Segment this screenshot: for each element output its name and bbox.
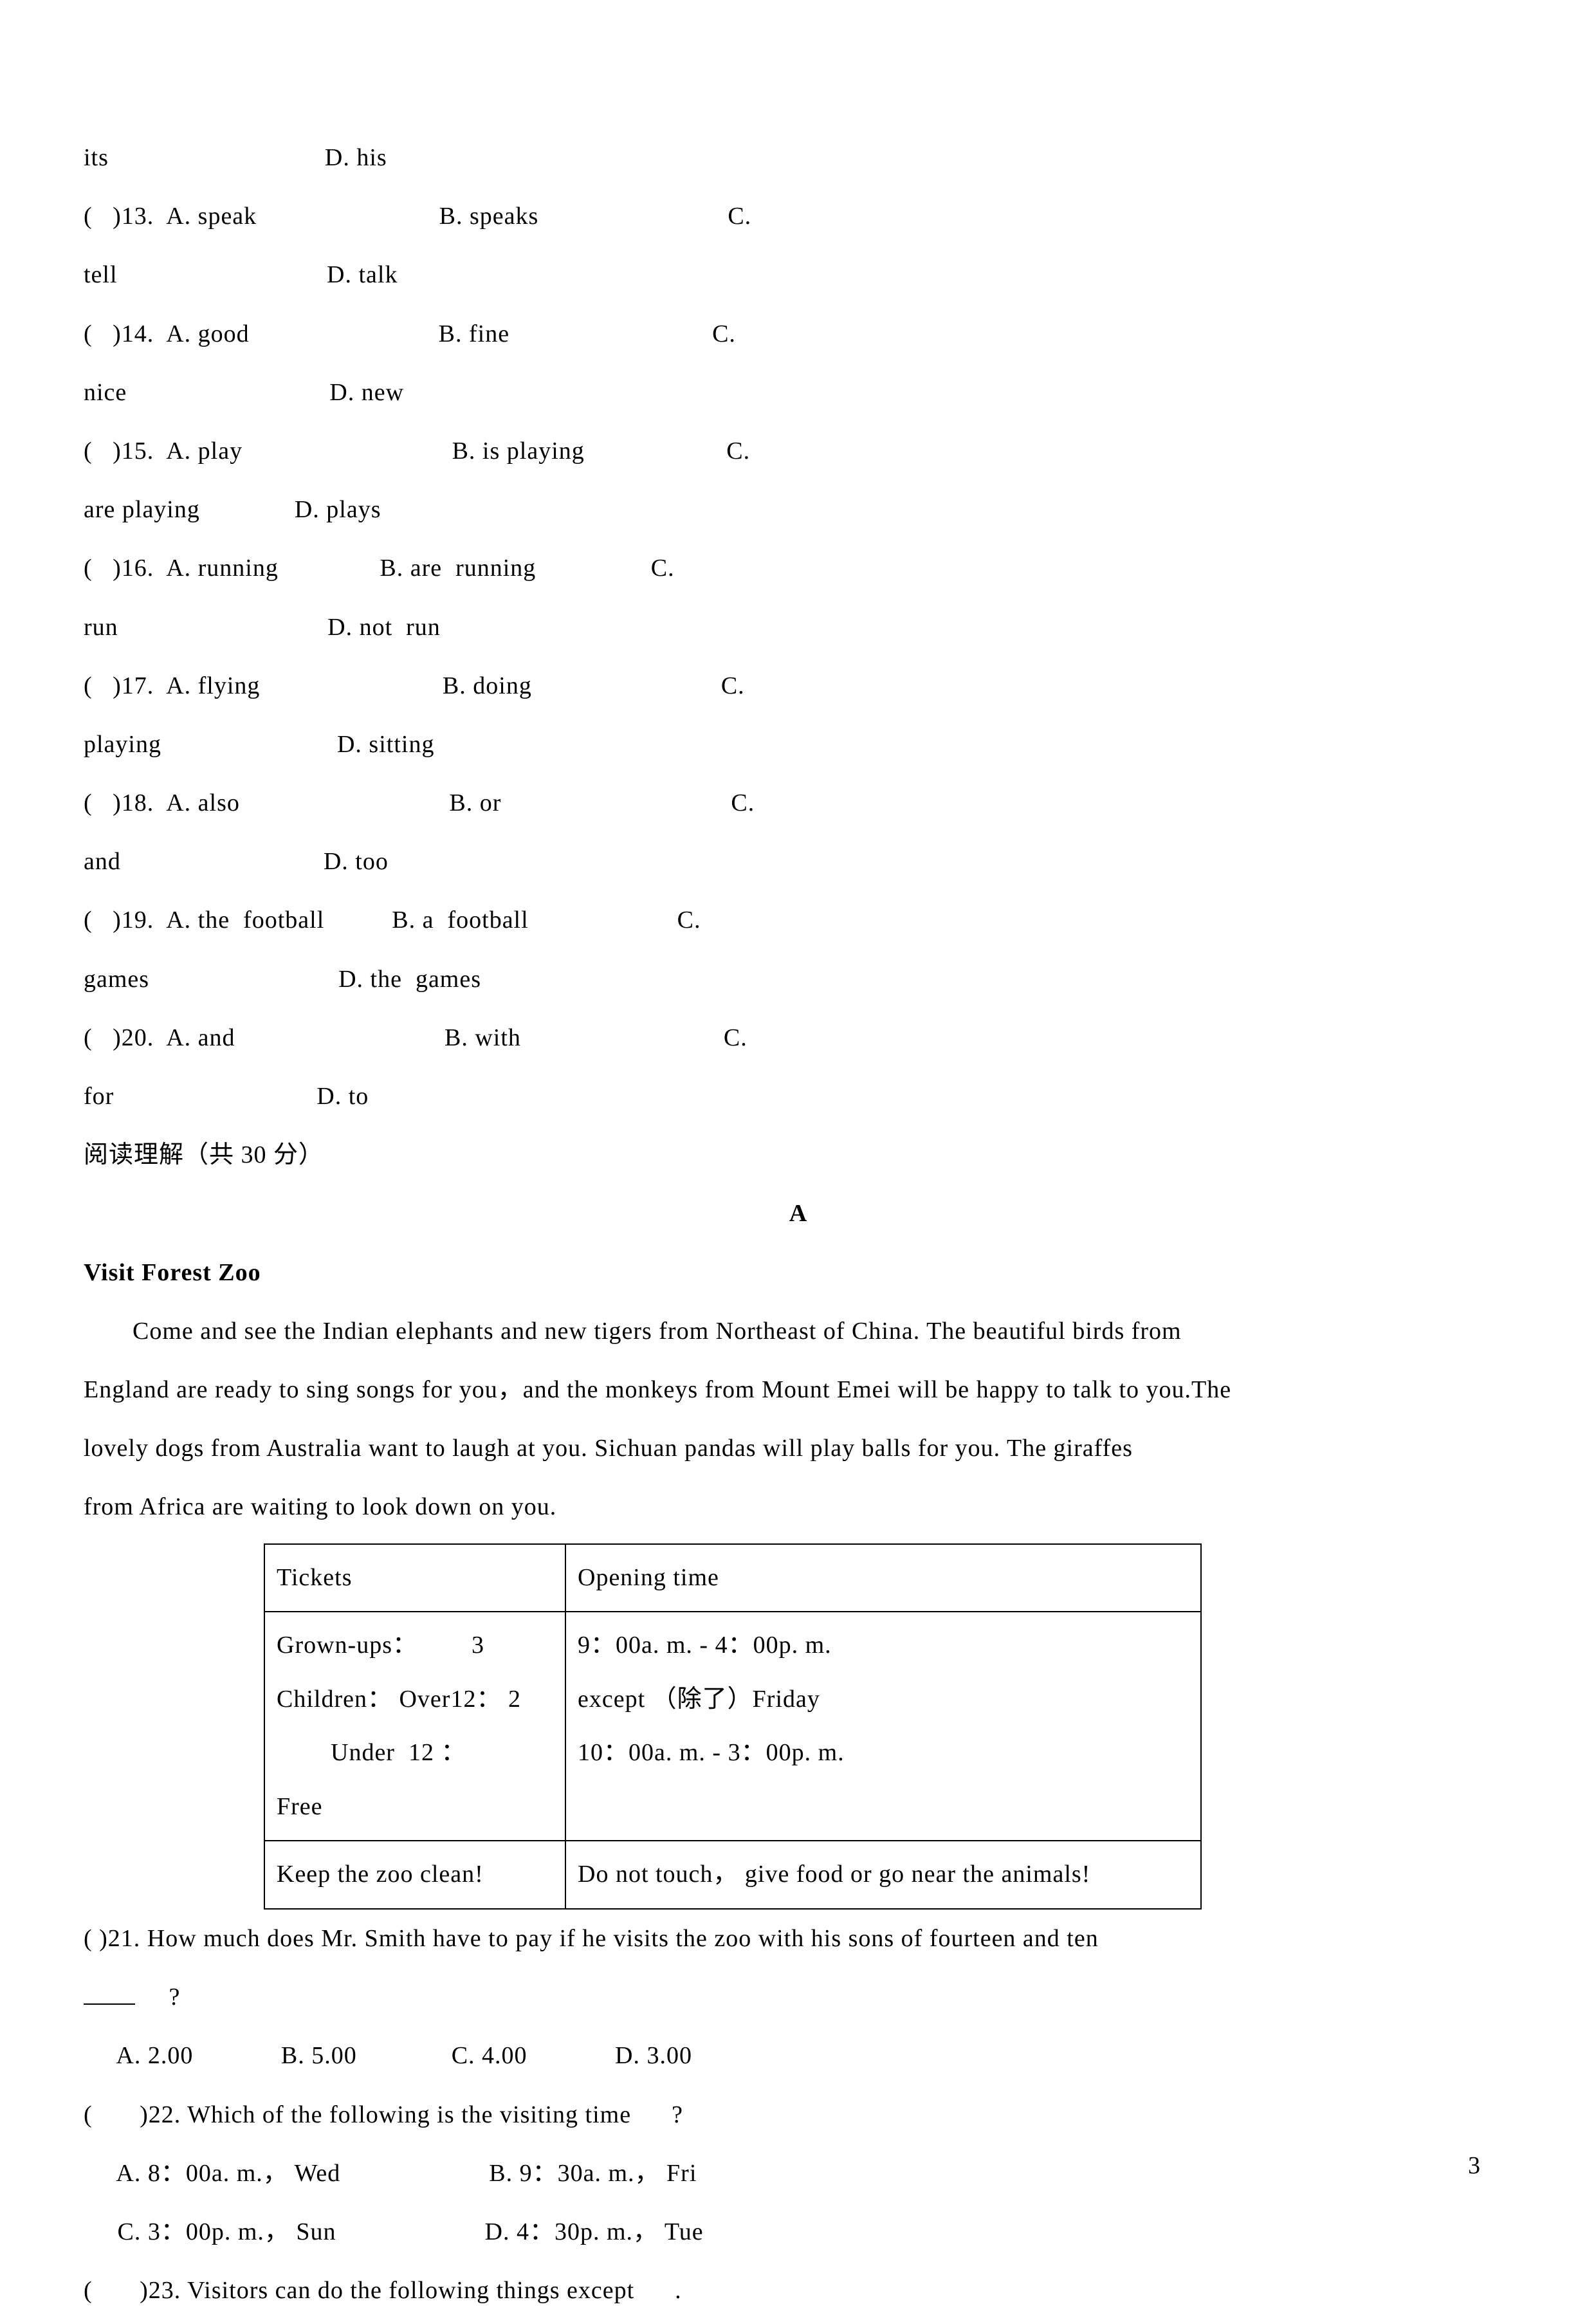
passage-p3: lovely dogs from Australia want to laugh…: [84, 1419, 1512, 1478]
passage-label: A: [84, 1184, 1512, 1243]
cell-line: Free: [277, 1780, 553, 1834]
passage-p1: Come and see the Indian elephants and ne…: [84, 1302, 1512, 1361]
q15b: are playing D. plays: [84, 481, 1512, 539]
q13: ( )13. A. speak B. speaks C.: [84, 187, 1512, 246]
q-its: its D. his: [84, 129, 1512, 187]
page-number: 3: [1468, 2151, 1480, 2180]
q23-text: ( )23. Visitors can do the following thi…: [84, 2277, 682, 2304]
q22b: C. 3：00p. m.， Sun D. 4：30p. m.， Tue: [84, 2203, 1512, 2261]
table-cell: 9：00a. m. ‐ 4：00p. m. except （除了）Friday …: [565, 1612, 1201, 1841]
q22a: A. 8：00a. m.， Wed B. 9：30a. m.， Fri: [84, 2144, 1512, 2203]
q21-opts: A. 2.00 B. 5.00 C. 4.00 D. 3.00: [84, 2027, 1512, 2085]
passage-p4: from Africa are waiting to look down on …: [84, 1478, 1512, 1536]
q19b: games D. the games: [84, 950, 1512, 1009]
cell-line: except （除了）Friday: [578, 1673, 1189, 1727]
blank: [84, 1982, 135, 2005]
passage-title: Visit Forest Zoo: [84, 1244, 1512, 1302]
cell-line: Grown‐ups： 3: [277, 1619, 553, 1673]
q14b: nice D. new: [84, 364, 1512, 422]
q22-text: ( )22. Which of the following is the vis…: [84, 2101, 683, 2128]
q21-text: ( )21. How much does Mr. Smith have to p…: [84, 1925, 1099, 1952]
q16: ( )16. A. running B. are running C.: [84, 539, 1512, 598]
q19: ( )19. A. the football B. a football C.: [84, 891, 1512, 950]
q18b: and D. too: [84, 833, 1512, 891]
q14: ( )14. A. good B. fine C.: [84, 305, 1512, 364]
q13b: tell D. talk: [84, 246, 1512, 304]
q20: ( )20. A. and B. with C.: [84, 1009, 1512, 1067]
q17: ( )17. A. flying B. doing C.: [84, 657, 1512, 715]
table-cell: Do not touch， give food or go near the a…: [565, 1841, 1201, 1909]
table-cell: Keep the zoo clean!: [264, 1841, 565, 1909]
q17b: playing D. sitting: [84, 715, 1512, 774]
table-cell: Tickets: [264, 1544, 565, 1612]
q18: ( )18. A. also B. or C.: [84, 774, 1512, 833]
cell-line: Children： Over12： 2: [277, 1673, 553, 1727]
q21: ( )21. How much does Mr. Smith have to p…: [84, 1910, 1512, 1968]
q15: ( )15. A. play B. is playing C.: [84, 422, 1512, 481]
q23: ( )23. Visitors can do the following thi…: [84, 2261, 1512, 2320]
passage-p2: England are ready to sing songs for you，…: [84, 1361, 1512, 1419]
q22: ( )22. Which of the following is the vis…: [84, 2086, 1512, 2144]
q16b: run D. not run: [84, 598, 1512, 657]
cell-line: 9：00a. m. ‐ 4：00p. m.: [578, 1619, 1189, 1673]
exam-page: its D. his ( )13. A. speak B. speaks C. …: [0, 0, 1596, 2257]
reading-header: 阅读理解（共 30 分）: [84, 1126, 1512, 1184]
q21b: ?: [135, 1984, 180, 2011]
q21-blank-line: ?: [84, 1968, 1512, 2027]
zoo-table: Tickets Opening time Grown‐ups： 3 Childr…: [264, 1543, 1202, 1910]
cell-line: Under 12 ：: [277, 1726, 553, 1780]
q20b: for D. to: [84, 1067, 1512, 1126]
table-cell: Opening time: [565, 1544, 1201, 1612]
cell-line: 10：00a. m. ‐ 3：00p. m.: [578, 1726, 1189, 1780]
table-cell: Grown‐ups： 3 Children： Over12： 2 Under 1…: [264, 1612, 565, 1841]
